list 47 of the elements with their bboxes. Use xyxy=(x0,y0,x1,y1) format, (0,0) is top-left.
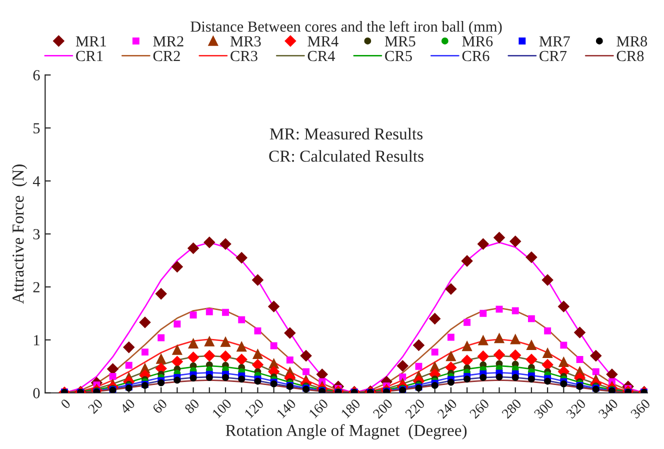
legend-label: MR6 xyxy=(462,36,493,46)
y-tick-label: 6 xyxy=(33,70,40,80)
x-tick-label: 180 xyxy=(340,398,361,419)
y-tick-label: 4 xyxy=(32,176,40,186)
legend-title: Distance Between cores and the left iron ball (mm) xyxy=(190,20,502,35)
x-tick-label: 140 xyxy=(276,398,296,419)
x-tick-label: 260 xyxy=(469,398,490,419)
x-tick-label: 300 xyxy=(534,398,554,419)
x-tick-label: 220 xyxy=(404,398,426,419)
legend-label: CR4 xyxy=(308,50,336,62)
legend-label: CR5 xyxy=(385,50,412,62)
legend-label: CR1 xyxy=(76,50,103,62)
x-tick-label: 20 xyxy=(88,398,104,414)
x-tick-label: 240 xyxy=(436,398,458,419)
legend-label: MR5 xyxy=(384,36,416,46)
y-tick-label: 1 xyxy=(34,335,40,346)
x-tick-label: 80 xyxy=(184,398,200,414)
legend-label: MR7 xyxy=(539,36,570,46)
annotation: MR: Measured Results xyxy=(270,128,423,140)
legend-label: CR3 xyxy=(230,50,258,62)
y-axis-title: Attractive Force (N) xyxy=(12,164,28,304)
legend-label: MR8 xyxy=(616,36,648,46)
legend-label: MR2 xyxy=(153,36,184,46)
x-tick-label: 0 xyxy=(60,398,72,410)
annotation: CR: Calculated Results xyxy=(269,150,424,162)
legend-label: CR8 xyxy=(616,50,644,62)
y-tick-label: 0 xyxy=(33,388,40,398)
x-tick-label: 40 xyxy=(120,398,136,414)
legend-label: CR2 xyxy=(153,50,180,62)
x-tick-label: 280 xyxy=(501,398,522,419)
x-axis-title: Rotation Angle of Magnet (Degree) xyxy=(226,424,467,440)
y-tick-label: 3 xyxy=(33,229,40,240)
legend-label: MR3 xyxy=(230,36,261,46)
legend-label: MR1 xyxy=(76,36,106,46)
x-tick-label: 340 xyxy=(598,398,619,419)
x-tick-label: 360 xyxy=(630,398,651,419)
x-tick-label: 200 xyxy=(372,398,394,419)
legend-label: CR7 xyxy=(540,50,567,62)
y-tick-label: 2 xyxy=(33,282,40,292)
x-tick-label: 60 xyxy=(152,398,168,414)
x-tick-label: 100 xyxy=(212,398,232,419)
legend-label: CR6 xyxy=(462,50,490,62)
x-tick-label: 320 xyxy=(566,398,586,419)
legend-label: MR4 xyxy=(308,36,338,46)
y-tick-label: 5 xyxy=(34,123,40,134)
x-tick-label: 120 xyxy=(244,398,264,419)
x-tick-label: 160 xyxy=(308,398,329,419)
